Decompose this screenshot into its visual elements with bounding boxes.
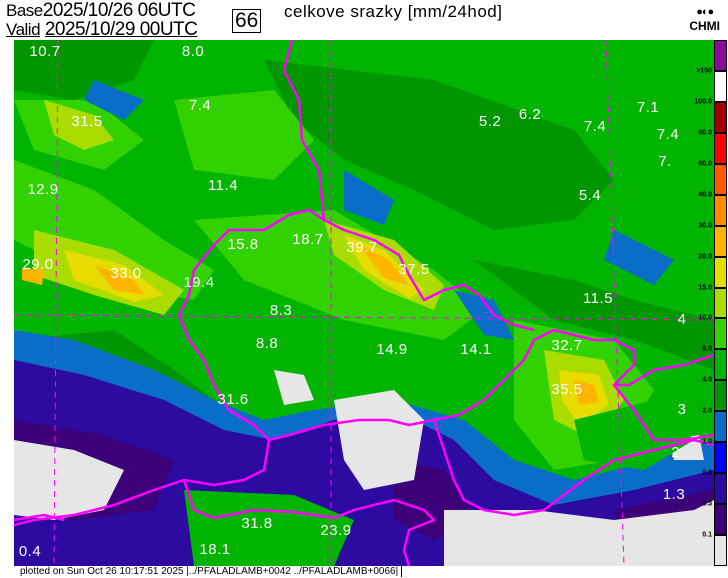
precip-value-label: 35.5 [551,381,583,398]
legend-tick-label: 1.0 [702,438,712,446]
precip-value-label: 6.2 [518,106,542,123]
precip-value-label: 3 [677,401,687,418]
precip-value-label: 12.9 [27,181,59,198]
precip-value-label: 7.4 [188,97,212,114]
legend-swatch [714,40,727,71]
legend-swatch [714,225,727,257]
precip-value-label: 10.7 [29,43,61,60]
precip-value-label: 32.7 [551,337,583,354]
color-legend [714,40,728,566]
precip-value-label: 0.4 [18,543,42,560]
legend-tick-label: 80.0 [698,129,712,137]
legend-swatch [714,256,727,288]
precip-value-label: 14.9 [376,341,408,358]
precip-value-label: 39.7 [346,239,378,256]
precip-value-label: 8.8 [255,335,279,352]
legend-tick-label: 0.3 [702,500,712,508]
precip-value-label: 23.9 [320,522,352,539]
legend-tick-label: 40.0 [698,191,712,199]
precip-value-label: 5.2 [478,113,502,130]
precip-value-label: 18.1 [199,541,231,558]
legend-tick-label: 10.0 [698,314,712,322]
legend-swatch [714,535,727,566]
legend-swatch [714,380,727,412]
precip-value-label: 7. [658,153,672,170]
precipitation-map [14,40,714,566]
legend-swatch [714,349,727,381]
legend-tick-label: 6.0 [702,345,712,353]
chmi-logo: ●◐● CHMI [689,6,720,33]
legend-swatch [714,411,727,443]
legend-swatch [714,442,727,474]
precip-value-label: 11.5 [582,290,614,307]
legend-tick-label: 4.0 [702,376,712,384]
field-dark-green [14,40,714,410]
legend-swatch [714,473,727,505]
legend-swatch [714,318,727,350]
precip-value-label: 29.0 [22,256,54,273]
precip-value-label: 1.3 [662,486,686,503]
valid-time: Valid 2025/10/29 00UTC [6,19,198,40]
map-title: celkove srazky [mm/24hod] [284,2,503,21]
base-time: Base2025/10/26 06UTC [6,0,196,21]
header: Base2025/10/26 06UTC Valid 2025/10/29 00… [0,0,728,40]
precip-value-label: 31.5 [71,113,103,130]
precip-value-label: 19.4 [183,274,215,291]
legend-swatch [714,504,727,536]
legend-tick-label: 2.0 [702,407,712,415]
precip-value-label: 8.3 [269,302,293,319]
legend-swatch [714,287,727,319]
forecast-hour-box: 66 [232,9,262,33]
precip-value-label: 2. [671,444,685,461]
country-borders [14,40,714,566]
field-green-south [184,400,694,566]
precip-value-label: 31.8 [241,515,273,532]
legend-swatch [714,194,727,226]
precip-value-label: 11.4 [207,177,239,194]
legend-tick-label: 100.0 [694,98,712,106]
grid-lines [14,40,714,566]
legend-tick-label: 60.0 [698,160,712,168]
legend-tick-label: 0.1 [702,531,712,539]
legend-tick-label: 0.6 [702,469,712,477]
legend-swatch [714,101,727,133]
precip-value-label: 7.1 [636,99,660,116]
legend-swatch [714,70,727,102]
legend-swatch [714,163,727,195]
precip-value-label: 14.1 [460,341,492,358]
precip-value-label: 8.0 [181,43,205,60]
precip-value-label: 31.6 [217,391,249,408]
legend-swatch [714,132,727,164]
footer: plotted on Sun Oct 26 10:17:51 2025 |../… [0,566,728,578]
legend-tick-label: 15.0 [698,284,712,292]
precip-value-label: 37.5 [398,261,430,278]
precip-value-label: 33.0 [110,265,142,282]
precip-value-label: 18.7 [292,231,324,248]
legend-tick-label: 30.0 [698,222,712,230]
precip-value-label: 15.8 [227,236,259,253]
field-orange [22,245,599,405]
precip-value-label: 4 [677,311,687,328]
precip-value-label: 5.4 [578,187,602,204]
legend-tick-label: 20.0 [698,253,712,261]
legend-tick-label: >150 [696,67,712,75]
precip-value-label: 7.4 [656,126,680,143]
precip-value-label: 7.4 [583,118,607,135]
